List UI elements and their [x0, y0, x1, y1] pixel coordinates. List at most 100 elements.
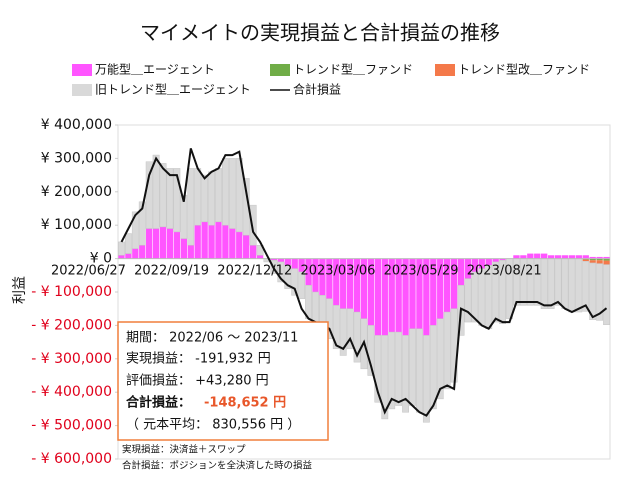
bar	[471, 271, 479, 323]
bar	[596, 260, 603, 264]
bar	[215, 168, 222, 223]
bar	[353, 258, 361, 313]
bar	[235, 158, 243, 233]
x-tick-label: 2023/05/29	[384, 264, 459, 279]
y-tick-label: - ¥ 600,000	[31, 451, 112, 467]
bar	[443, 311, 451, 390]
bar	[603, 264, 610, 325]
bar	[561, 258, 569, 309]
y-tick-label: - ¥ 400,000	[31, 384, 112, 400]
bar	[603, 256, 610, 259]
bar	[152, 228, 160, 259]
bar	[554, 258, 562, 306]
bar	[125, 253, 132, 259]
x-tick-label: 2022/06/27	[51, 264, 126, 279]
bar	[596, 263, 604, 321]
summary-unrealized: 評価損益： +43,280 円	[126, 374, 269, 389]
bar	[229, 228, 236, 259]
x-tick-label: 2022/12/12	[217, 264, 292, 279]
bar	[249, 245, 257, 259]
bar	[541, 253, 548, 259]
bar	[166, 168, 174, 229]
bar	[194, 168, 202, 226]
bar	[423, 258, 430, 336]
bar	[298, 258, 305, 272]
bar	[146, 228, 153, 259]
bar	[360, 258, 368, 319]
line	[120, 148, 608, 417]
bar	[221, 158, 229, 226]
bar	[367, 258, 375, 326]
bar	[381, 258, 388, 336]
bar	[332, 305, 340, 350]
bar	[367, 325, 375, 376]
bar	[277, 258, 285, 262]
bar	[256, 255, 264, 259]
bar	[319, 258, 326, 296]
chart-title: マイメイトの実現損益と合計損益の推移	[140, 21, 500, 45]
y-tick-label: - ¥ 500,000	[31, 418, 112, 434]
x-tick-label: 2023/08/21	[467, 264, 542, 279]
bar	[561, 255, 569, 259]
y-tick-label: ¥ 300,000	[41, 150, 112, 166]
bar	[464, 258, 472, 279]
bar	[520, 255, 527, 259]
bar	[325, 298, 333, 340]
summary-box	[117, 321, 329, 441]
y-tick-label: - ¥ 300,000	[31, 351, 112, 367]
bar	[534, 253, 541, 259]
bar	[416, 328, 423, 413]
bar	[568, 255, 576, 259]
bar	[437, 258, 444, 319]
bar	[422, 335, 430, 423]
bar	[374, 258, 382, 336]
bar	[132, 248, 139, 259]
bar	[166, 228, 174, 259]
footnote: 実現損益：決済益＋スワップ	[122, 444, 246, 456]
y-tick-label: ¥ 400,000	[41, 117, 112, 133]
y-axis-label: 利益	[12, 276, 28, 304]
bar	[159, 226, 167, 259]
bar	[180, 238, 187, 259]
bar	[429, 325, 437, 410]
bar	[492, 261, 500, 323]
bar	[339, 308, 347, 356]
bar	[450, 258, 458, 309]
bar	[582, 258, 589, 260]
bar	[575, 258, 583, 313]
bar	[305, 258, 312, 286]
bar	[236, 231, 243, 259]
bar	[589, 258, 596, 261]
bar	[291, 268, 299, 296]
legend-swatch	[72, 84, 92, 96]
bar	[256, 244, 264, 256]
bar	[173, 231, 181, 259]
bar	[159, 163, 167, 228]
bar	[603, 258, 610, 261]
bar	[312, 258, 319, 292]
legend-swatch	[435, 64, 455, 76]
bar	[582, 255, 589, 259]
x-tick-label: 2022/09/19	[134, 264, 209, 279]
bar	[388, 258, 395, 333]
bar	[249, 204, 257, 246]
bar	[402, 335, 409, 413]
bar	[139, 245, 146, 259]
y-tick-label: ¥ 100,000	[41, 217, 112, 233]
legend-swatch	[270, 64, 290, 76]
bar	[215, 221, 222, 259]
bar	[124, 233, 132, 254]
legend-label: 合計損益	[293, 82, 341, 97]
bar	[492, 258, 499, 262]
bar	[589, 262, 597, 320]
bar	[575, 255, 582, 259]
bar	[416, 258, 423, 329]
bar	[547, 258, 555, 309]
bar	[138, 201, 146, 246]
bar	[430, 258, 437, 326]
legend-label: 旧トレンド型＿エージェント	[95, 83, 251, 97]
bar	[118, 255, 125, 259]
bar	[499, 260, 507, 324]
bar	[395, 331, 403, 406]
bar	[118, 241, 125, 256]
